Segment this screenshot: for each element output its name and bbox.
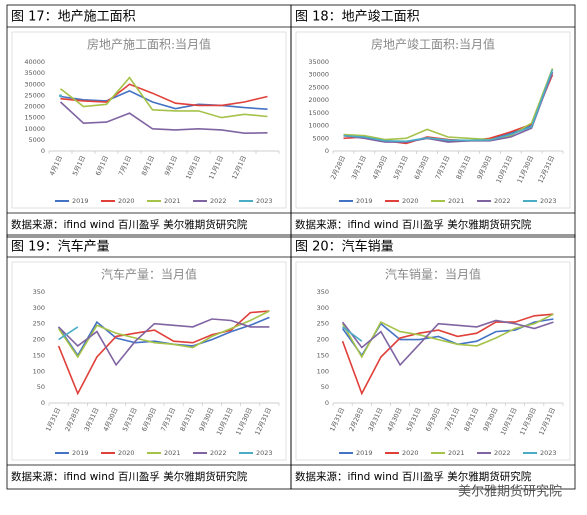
series-line: [343, 71, 554, 143]
legend-label: 2019: [72, 449, 89, 457]
y-tick-label: 40000: [24, 58, 45, 66]
legend-label: 2022: [210, 449, 227, 457]
caption: 图 18：地产竣工面积: [295, 10, 420, 25]
legend-label: 2023: [540, 197, 557, 205]
legend-label: 2021: [448, 449, 465, 457]
chart-frame: [295, 261, 571, 461]
y-tick-label: 250: [33, 320, 45, 328]
y-tick-label: 100: [33, 367, 45, 375]
panel-border: [290, 4, 576, 238]
chart-frame: [295, 31, 571, 209]
legend-label: 2023: [256, 449, 273, 457]
y-tick-label: 250: [317, 320, 329, 328]
y-tick-label: 15000: [308, 109, 329, 117]
series-line: [342, 326, 363, 342]
y-tick-label: 5000: [28, 136, 45, 144]
y-tick-label: 350: [317, 288, 329, 296]
legend-label: 2019: [72, 197, 89, 205]
y-tick-label: 350: [33, 288, 45, 296]
series-line: [343, 69, 554, 143]
chart-title: 房地产施工面积:当月值: [87, 37, 211, 52]
y-tick-label: 35000: [24, 69, 45, 77]
y-tick-label: 25000: [308, 83, 329, 91]
y-tick-label: 0: [325, 147, 329, 155]
watermark: 美尔雅期货研究院: [458, 484, 562, 500]
y-tick-label: 300: [33, 304, 45, 312]
legend-label: 2023: [540, 449, 557, 457]
legend-label: 2021: [164, 197, 181, 205]
y-tick-label: 20000: [308, 96, 329, 104]
series-point: [59, 94, 62, 98]
chart-title: 房地产竣工面积:当月值: [371, 37, 495, 52]
series-line: [60, 83, 268, 107]
legend-label: 2021: [448, 197, 465, 205]
caption: 图 19：汽车产量: [11, 239, 110, 255]
legend-label: 2021: [164, 449, 181, 457]
y-tick-label: 100: [317, 367, 329, 375]
series-line: [58, 318, 270, 367]
y-tick-label: 20000: [24, 103, 45, 111]
series-line: [60, 90, 268, 110]
y-tick-label: 50: [37, 383, 45, 391]
legend-label: 2020: [118, 449, 135, 457]
source: 数据来源：ifind wind 百川盈孚 美尔雅期货研究院: [295, 218, 532, 231]
source: 数据来源：ifind wind 百川盈孚 美尔雅期货研究院: [295, 470, 532, 483]
chart-title: 汽车产量：当月值: [101, 267, 197, 282]
legend-label: 2019: [356, 197, 373, 205]
series-line: [341, 313, 554, 396]
source: 数据来源：ifind wind 百川盈孚 美尔雅期货研究院: [11, 470, 248, 483]
y-tick-label: 5000: [312, 134, 329, 142]
series-line: [60, 76, 268, 119]
y-tick-label: 25000: [24, 91, 45, 99]
y-tick-label: 10000: [308, 122, 329, 130]
legend-label: 2022: [494, 449, 511, 457]
legend-label: 2022: [494, 197, 511, 205]
chart-frame: [11, 31, 287, 209]
y-tick-label: 150: [317, 351, 329, 359]
y-tick-label: 30000: [308, 71, 329, 79]
y-tick-label: 0: [41, 399, 45, 407]
series-line: [57, 310, 270, 359]
series-line: [59, 101, 268, 135]
y-tick-label: 35000: [308, 58, 329, 66]
caption: 图 17：地产施工面积: [11, 10, 136, 25]
series-line: [341, 319, 554, 367]
legend-label: 2022: [210, 197, 227, 205]
source: 数据来源：ifind wind 百川盈孚 美尔雅期货研究院: [11, 218, 248, 231]
panel-border: [290, 234, 576, 490]
y-tick-label: 50: [321, 383, 329, 391]
y-tick-label: 0: [325, 399, 329, 407]
y-tick-label: 300: [317, 304, 329, 312]
y-tick-label: 200: [317, 336, 329, 344]
y-tick-label: 200: [33, 336, 45, 344]
y-tick-label: 150: [33, 351, 45, 359]
chart-frame: [11, 261, 287, 461]
caption: 图 20：汽车销量: [295, 239, 394, 255]
y-tick-label: 30000: [24, 80, 45, 88]
chart-title: 汽车销量：当月值: [385, 267, 481, 282]
series-line: [341, 313, 554, 359]
legend-label: 2019: [356, 449, 373, 457]
legend-label: 2020: [118, 197, 135, 205]
y-tick-label: 0: [41, 147, 45, 155]
legend-label: 2020: [402, 197, 419, 205]
series-line: [58, 326, 79, 341]
y-tick-label: 10000: [24, 125, 45, 133]
legend-label: 2020: [402, 449, 419, 457]
y-tick-label: 15000: [24, 114, 45, 122]
legend-label: 2023: [256, 197, 273, 205]
